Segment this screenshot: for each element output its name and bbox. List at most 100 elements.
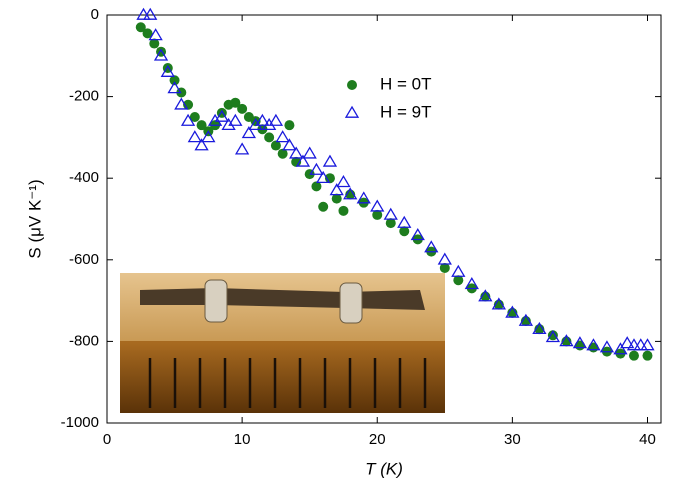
data-point bbox=[264, 132, 275, 143]
data-point bbox=[289, 146, 304, 159]
data-point bbox=[640, 338, 655, 351]
data-point bbox=[194, 138, 209, 151]
data-point bbox=[372, 209, 383, 220]
data-point bbox=[248, 117, 263, 131]
data-point bbox=[311, 181, 322, 192]
y-tick-label: -200 bbox=[69, 88, 99, 105]
x-tick-label: 0 bbox=[103, 431, 111, 448]
data-point bbox=[356, 191, 371, 204]
data-point bbox=[338, 205, 349, 216]
data-point bbox=[135, 22, 146, 33]
data-point bbox=[153, 48, 169, 61]
data-point bbox=[620, 336, 635, 349]
y-tick-label: -400 bbox=[69, 169, 99, 186]
data-point bbox=[343, 187, 358, 200]
inset-photo bbox=[120, 273, 445, 413]
data-point bbox=[241, 126, 257, 139]
data-point bbox=[464, 276, 479, 290]
data-point bbox=[214, 109, 229, 122]
data-point bbox=[207, 113, 223, 126]
data-point bbox=[545, 330, 561, 343]
data-point bbox=[275, 130, 290, 143]
plot-frame bbox=[106, 14, 662, 424]
data-point bbox=[169, 75, 180, 86]
data-point bbox=[574, 340, 585, 351]
data-point bbox=[586, 338, 601, 351]
legend-label: H = 9T bbox=[380, 102, 432, 121]
data-point bbox=[331, 193, 342, 204]
data-point bbox=[148, 28, 163, 41]
data-point bbox=[410, 228, 425, 241]
legend-marker bbox=[344, 105, 360, 118]
data-point bbox=[439, 262, 450, 273]
data-point bbox=[230, 97, 241, 108]
data-point bbox=[588, 342, 599, 353]
data-point bbox=[318, 201, 329, 212]
data-point bbox=[505, 305, 520, 318]
data-point bbox=[453, 275, 464, 286]
data-point bbox=[316, 170, 331, 184]
data-point bbox=[160, 64, 175, 77]
data-point bbox=[532, 321, 547, 335]
legend-label: H = 0T bbox=[380, 74, 432, 93]
data-point bbox=[228, 113, 243, 126]
y-tick-label: 0 bbox=[91, 6, 99, 23]
data-point bbox=[626, 338, 642, 351]
data-point bbox=[451, 264, 466, 277]
data-point bbox=[143, 7, 158, 20]
data-point bbox=[399, 226, 410, 237]
data-point bbox=[518, 313, 534, 326]
data-point bbox=[201, 130, 216, 143]
data-point bbox=[547, 330, 558, 341]
data-point bbox=[336, 174, 351, 188]
x-axis-label: T (K) bbox=[365, 459, 403, 478]
data-point bbox=[180, 113, 196, 126]
data-point bbox=[383, 207, 398, 220]
y-axis-label: S (μV K⁻¹) bbox=[25, 179, 44, 258]
data-point bbox=[599, 340, 615, 353]
x-tick-label: 20 bbox=[369, 431, 386, 448]
data-point bbox=[309, 162, 324, 175]
data-point bbox=[437, 252, 452, 265]
data-point bbox=[167, 81, 182, 94]
x-tick-label: 40 bbox=[639, 431, 656, 448]
data-point bbox=[370, 199, 385, 212]
data-point bbox=[268, 113, 284, 126]
data-point bbox=[196, 120, 207, 131]
data-point bbox=[491, 297, 506, 310]
data-point bbox=[277, 148, 288, 159]
data-point bbox=[322, 154, 338, 167]
data-point bbox=[237, 103, 248, 114]
data-point bbox=[270, 140, 281, 151]
y-tick-label: -1000 bbox=[61, 414, 99, 431]
data-point bbox=[613, 342, 628, 355]
data-point bbox=[295, 154, 311, 167]
data-point bbox=[478, 289, 493, 302]
data-point bbox=[142, 28, 153, 39]
data-point bbox=[262, 117, 277, 131]
data-point bbox=[642, 350, 653, 361]
data-point bbox=[628, 350, 639, 361]
data-point bbox=[572, 336, 588, 349]
data-point bbox=[302, 146, 317, 159]
data-point bbox=[424, 240, 439, 253]
data-point bbox=[136, 7, 151, 20]
x-tick-label: 30 bbox=[504, 431, 521, 448]
data-point bbox=[385, 218, 396, 229]
y-tick-label: -600 bbox=[69, 251, 99, 268]
data-point bbox=[559, 334, 574, 347]
data-point bbox=[282, 138, 297, 151]
y-tick-label: -800 bbox=[69, 332, 99, 349]
data-point bbox=[149, 38, 160, 49]
x-tick-label: 10 bbox=[234, 431, 251, 448]
data-point bbox=[633, 338, 648, 351]
data-point bbox=[234, 142, 250, 155]
data-point bbox=[187, 130, 202, 143]
data-point bbox=[329, 183, 344, 196]
data-point bbox=[221, 117, 236, 131]
data-point bbox=[189, 112, 200, 122]
data-point bbox=[397, 215, 412, 228]
data-point bbox=[174, 97, 189, 110]
